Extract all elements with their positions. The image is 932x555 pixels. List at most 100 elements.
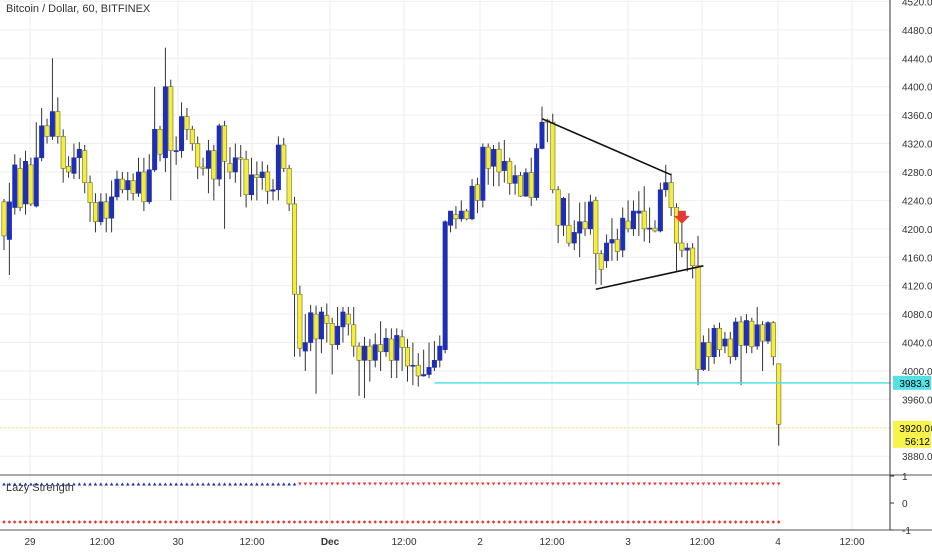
strength-marker (626, 482, 630, 486)
candle (426, 342, 432, 379)
candle (179, 102, 185, 158)
price-tick-label: 4040.0 (902, 339, 932, 350)
candle-body (356, 345, 362, 361)
last-price-tag-bg (893, 420, 931, 435)
strength-marker (29, 482, 33, 486)
strength-marker (45, 482, 49, 486)
strength-marker (411, 482, 415, 486)
strength-marker (66, 482, 71, 486)
strength-marker (706, 482, 711, 486)
strength-marker (368, 520, 372, 524)
strength-marker (82, 520, 87, 524)
candle (555, 186, 561, 244)
candle (561, 196, 567, 236)
candle-body (227, 163, 233, 173)
strength-marker (405, 520, 410, 524)
candle (340, 306, 346, 343)
candle-body (464, 210, 470, 220)
candle (717, 322, 723, 357)
time-tick-label: 12:00 (239, 537, 264, 548)
price-tick-label: 4400.0 (902, 83, 932, 94)
candle (254, 161, 260, 201)
strength-marker (637, 482, 641, 486)
candle (130, 173, 136, 201)
lazy-strength-pane (2, 482, 781, 524)
candle (356, 342, 362, 396)
candle (663, 164, 669, 197)
candle-body (55, 111, 61, 137)
strength-marker (373, 520, 378, 524)
candle-body (60, 136, 66, 169)
strength-marker (255, 520, 259, 524)
candle (324, 303, 330, 343)
candle (297, 285, 303, 357)
strength-marker (233, 520, 238, 524)
strength-marker (389, 520, 394, 524)
strength-marker (351, 482, 356, 486)
candle (582, 201, 588, 236)
strength-marker (174, 520, 178, 524)
candle (528, 157, 534, 207)
candle (222, 120, 228, 229)
strength-marker (733, 520, 738, 524)
candle-body (485, 146, 491, 169)
candle (690, 243, 696, 279)
candle (673, 203, 679, 272)
strength-marker (448, 482, 453, 486)
candle (378, 321, 384, 371)
candle-body (426, 367, 432, 375)
candle-body (313, 313, 319, 340)
time-tick-label: 3 (625, 537, 631, 548)
indicator-title: Lazy Strength (6, 482, 74, 494)
strength-marker (131, 482, 135, 486)
strength-marker (104, 482, 109, 486)
strength-marker (572, 520, 577, 524)
strength-marker (723, 520, 727, 524)
candle-body (437, 345, 443, 361)
candle-body (614, 239, 620, 252)
strength-marker (771, 520, 776, 524)
candle (754, 306, 760, 350)
strength-marker (470, 482, 474, 486)
candle-body (679, 242, 685, 251)
strength-marker (265, 520, 270, 524)
strength-marker (728, 520, 733, 524)
strength-marker (400, 520, 404, 524)
candle-body (109, 196, 115, 219)
candle-body (248, 174, 254, 196)
candle (92, 193, 98, 233)
strength-marker (45, 520, 49, 524)
countdown-tag-bg (893, 433, 931, 448)
strength-marker (308, 520, 313, 524)
candle (517, 171, 523, 197)
candle (162, 47, 168, 172)
candle-body (146, 169, 152, 203)
strength-marker (72, 520, 76, 524)
strength-marker (125, 520, 130, 524)
candle (496, 142, 502, 187)
candle (566, 193, 572, 247)
time-tick-label: 12:00 (839, 537, 864, 548)
candle (66, 156, 72, 178)
candle-body (754, 324, 760, 347)
strength-marker (696, 520, 700, 524)
candle (743, 314, 749, 354)
strength-marker (384, 482, 388, 486)
candle (711, 324, 717, 364)
candle (281, 137, 287, 172)
strength-marker (755, 520, 759, 524)
candle (103, 193, 109, 233)
strength-marker (99, 520, 103, 524)
candle (152, 86, 158, 172)
candle (722, 331, 728, 354)
candle (765, 321, 771, 344)
strength-marker (292, 482, 297, 486)
candle (275, 136, 281, 201)
strength-marker (685, 520, 690, 524)
candle-body (179, 116, 185, 151)
candle (125, 171, 131, 201)
strength-marker (346, 482, 351, 486)
strength-marker (357, 520, 361, 524)
price-tick-label: 4160.0 (902, 253, 932, 264)
